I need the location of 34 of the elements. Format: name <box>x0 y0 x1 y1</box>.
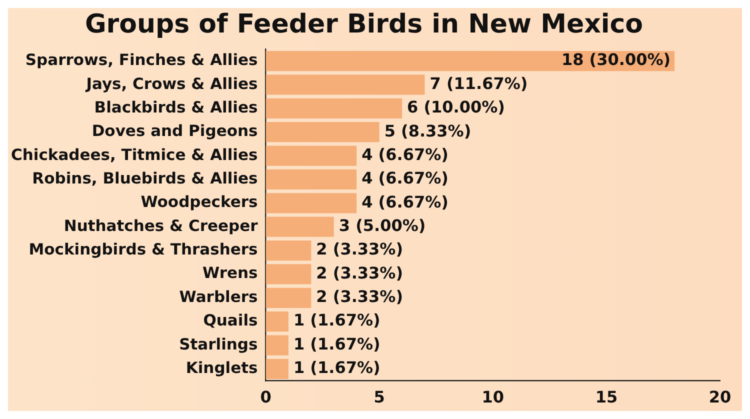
data-label: 4 (6.67%) <box>362 192 448 212</box>
data-label: 7 (11.67%) <box>430 74 528 93</box>
y-tick-label: Woodpeckers <box>140 193 258 212</box>
data-label: 6 (10.00%) <box>407 98 505 117</box>
x-tick-label: 20 <box>708 388 732 407</box>
y-tick-label: Nuthatches & Creeper <box>64 216 258 235</box>
data-label: 4 (6.67%) <box>362 168 448 188</box>
data-label: 1 (1.67%) <box>293 358 380 378</box>
data-label: 2 (3.33%) <box>316 240 404 259</box>
y-tick-label: Doves and Pigeons <box>92 122 258 140</box>
data-label: 3 (5.00%) <box>338 216 426 235</box>
y-tick-label: Sparrows, Finches & Allies <box>25 51 258 70</box>
data-label: 5 (8.33%) <box>384 121 472 140</box>
data-label: 1 (1.67%) <box>293 310 380 330</box>
y-tick-label: Wrens <box>202 264 258 282</box>
y-tick-label: Kinglets <box>186 358 258 377</box>
y-tick-label: Robins, Bluebirds & Allies <box>32 170 258 188</box>
x-tick-label: 0 <box>260 388 272 407</box>
y-tick-label: Quails <box>203 312 258 330</box>
data-label: 4 (6.67%) <box>362 144 448 164</box>
x-tick-label: 15 <box>595 388 618 407</box>
y-tick-label: Mockingbirds & Thrashers <box>28 240 258 259</box>
data-label: 1 (1.67%) <box>293 334 380 354</box>
y-tick-label: Jays, Crows & Allies <box>85 74 258 93</box>
y-tick-label: Warblers <box>179 288 258 306</box>
chart-title: Groups of Feeder Birds in New Mexico <box>84 9 644 40</box>
data-label: 18 (30.00%) <box>561 50 671 70</box>
data-label: 2 (3.33%) <box>316 263 404 282</box>
y-tick-label: Starlings <box>179 335 258 354</box>
data-label: 2 (3.33%) <box>316 287 404 306</box>
x-tick-label: 10 <box>482 388 504 407</box>
y-tick-label: Blackbirds & Allies <box>94 98 258 116</box>
y-tick-label: Chickadees, Titmice & Allies <box>10 146 258 164</box>
x-tick-label: 5 <box>374 388 385 407</box>
